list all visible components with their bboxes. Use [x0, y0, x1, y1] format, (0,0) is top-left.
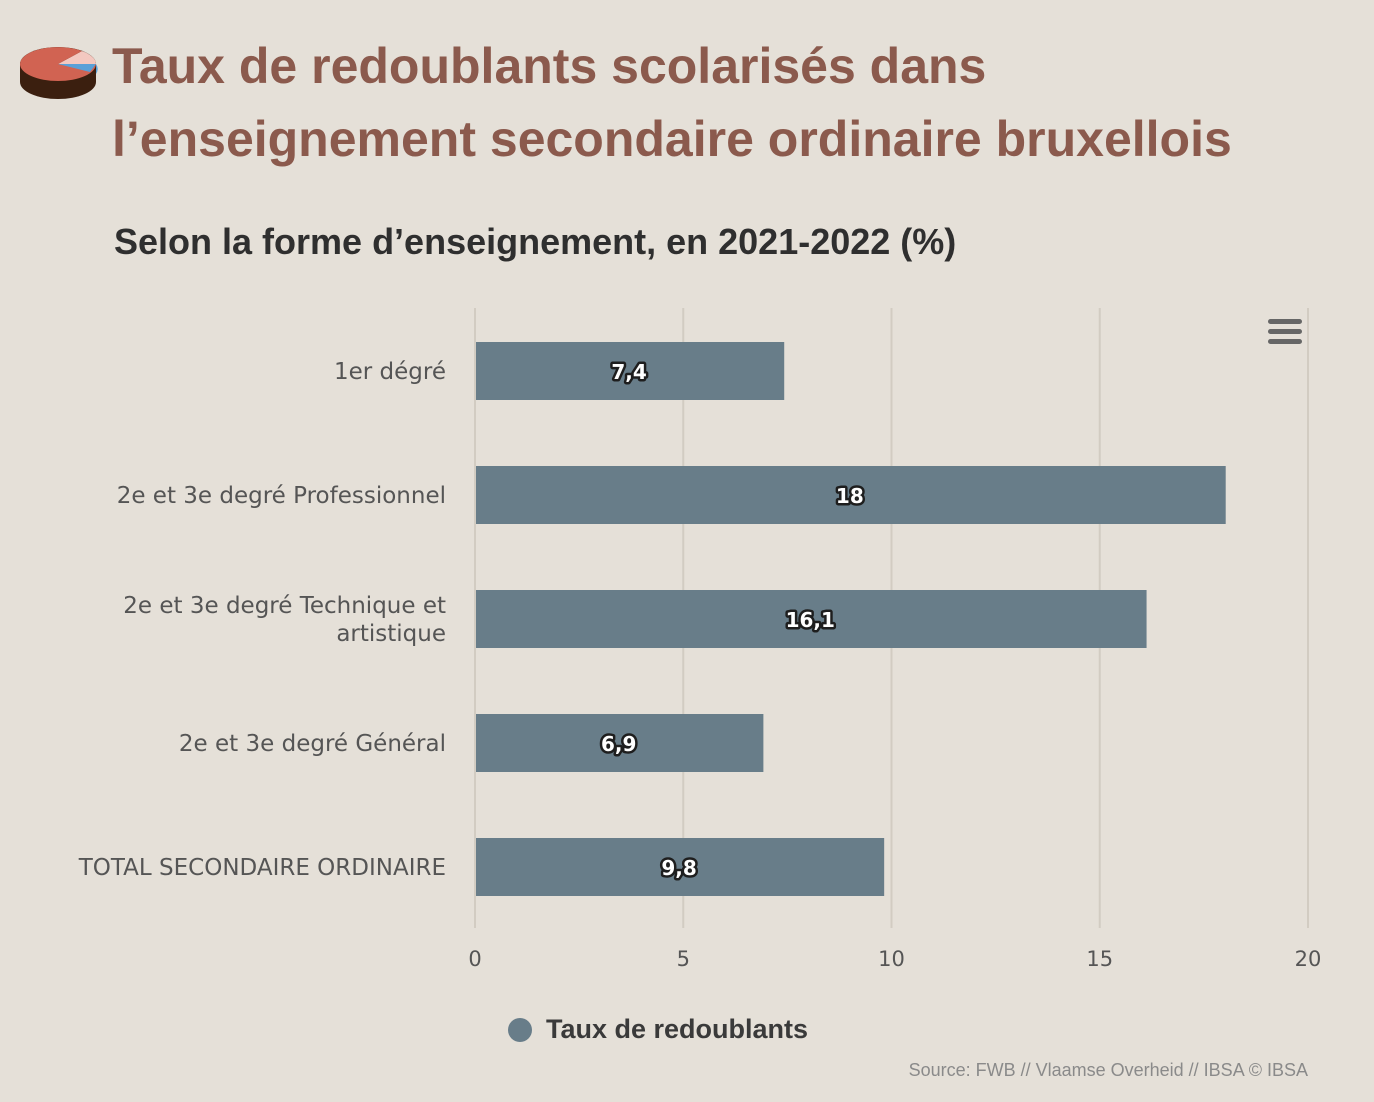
- data-label: 7,4: [611, 360, 646, 384]
- category-label: 2e et 3e degré Technique et: [123, 593, 446, 619]
- data-label: 16,1: [786, 608, 835, 632]
- chart-menu-button[interactable]: [1262, 310, 1308, 352]
- hamburger-menu-icon: [1268, 338, 1302, 344]
- bar: [476, 466, 1226, 524]
- data-label: 6,9: [601, 732, 636, 756]
- x-tick-label: 0: [468, 947, 481, 971]
- x-tick-label: 5: [677, 947, 690, 971]
- hamburger-menu-icon: [1268, 328, 1302, 334]
- category-label: TOTAL SECONDAIRE ORDINAIRE: [78, 855, 446, 881]
- data-label: 9,8: [661, 856, 696, 880]
- x-tick-label: 15: [1086, 947, 1113, 971]
- x-tick-label: 10: [878, 947, 905, 971]
- hamburger-menu-icon: [1268, 318, 1302, 324]
- bar: [476, 714, 764, 772]
- legend-label: Taux de redoublants: [546, 1014, 809, 1044]
- bar: [476, 590, 1147, 648]
- data-label: 18: [836, 484, 864, 508]
- title-line: Taux de redoublants scolarisés dans: [112, 38, 987, 94]
- category-label: 1er dégré: [334, 359, 446, 385]
- x-tick-label: 20: [1295, 947, 1322, 971]
- legend-item[interactable]: Taux de redoublants: [508, 1014, 808, 1045]
- bar: [476, 342, 785, 400]
- category-label: 2e et 3e degré Général: [179, 731, 446, 757]
- pie-chart-icon: [20, 47, 98, 99]
- legend-marker-icon: [508, 1017, 532, 1042]
- source-credit: Source: FWB // Vlaamse Overheid // IBSA …: [908, 1060, 1308, 1080]
- category-label: 2e et 3e degré Professionnel: [117, 483, 446, 509]
- title-line: l’enseignement secondaire ordinaire brux…: [112, 111, 1232, 167]
- bar: [476, 838, 885, 896]
- chart-subtitle: Selon la forme d’enseignement, en 2021-2…: [114, 221, 957, 262]
- page-title: Taux de redoublants scolarisés dans l’en…: [112, 30, 1332, 176]
- category-label: artistique: [336, 621, 446, 647]
